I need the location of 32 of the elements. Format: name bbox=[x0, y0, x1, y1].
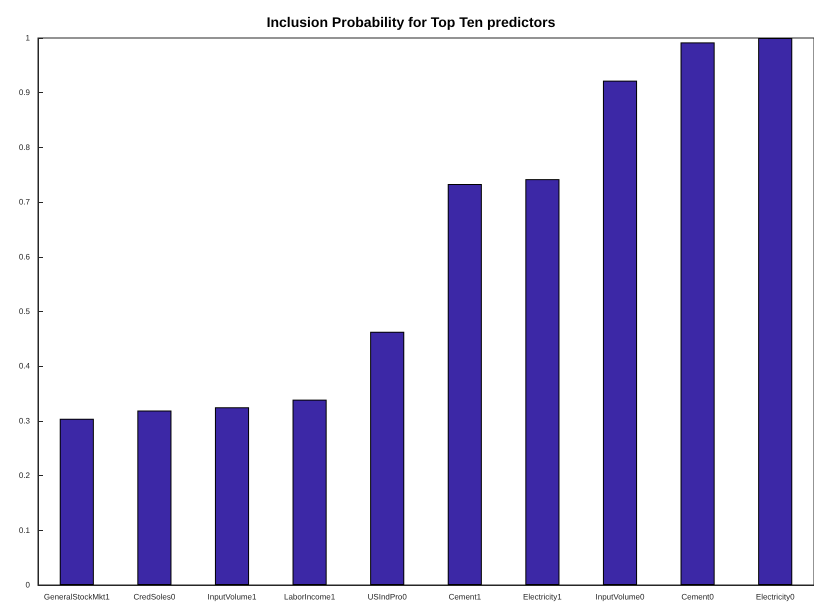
bar bbox=[137, 410, 172, 585]
x-tick-label: InputVolume1 bbox=[208, 592, 258, 602]
bar bbox=[214, 407, 250, 585]
x-tick-label: Electricity0 bbox=[756, 592, 796, 602]
y-tick-label: 1 bbox=[26, 34, 31, 42]
x-tick-label: LaborIncome1 bbox=[284, 592, 336, 602]
y-tick-label: 0.6 bbox=[18, 252, 31, 262]
y-tick-label: 0.2 bbox=[18, 471, 31, 480]
bar bbox=[292, 400, 327, 585]
y-tick-label: 0.7 bbox=[18, 198, 31, 207]
x-tick-label: InputVolume0 bbox=[596, 592, 646, 602]
y-tick-label: 0.1 bbox=[18, 526, 31, 535]
x-tick-label: Cement1 bbox=[448, 592, 482, 602]
x-tick-label: USIndPro0 bbox=[368, 592, 408, 602]
y-tick-label: 0.8 bbox=[18, 142, 31, 152]
bar bbox=[758, 38, 792, 585]
y-tick-label: 0.9 bbox=[18, 88, 31, 98]
y-tick-label: 0.4 bbox=[18, 362, 31, 371]
bar bbox=[448, 184, 482, 585]
x-tick-label: GeneralStockMkt1 bbox=[44, 592, 110, 602]
y-tick-label: 0.5 bbox=[18, 307, 31, 316]
x-tick-label: Electricity1 bbox=[523, 592, 562, 602]
bar bbox=[602, 80, 638, 585]
bar bbox=[525, 179, 560, 585]
bar bbox=[680, 42, 715, 585]
y-tick-label: 0.3 bbox=[18, 416, 31, 426]
bar bbox=[60, 418, 94, 585]
chart-title: Inclusion Probability for Top Ten predictors bbox=[266, 14, 556, 30]
y-tick-label: 0 bbox=[26, 580, 31, 590]
bar bbox=[370, 332, 404, 585]
x-tick-label: Cement0 bbox=[681, 592, 714, 602]
x-tick-label: CredSoles0 bbox=[133, 592, 176, 602]
